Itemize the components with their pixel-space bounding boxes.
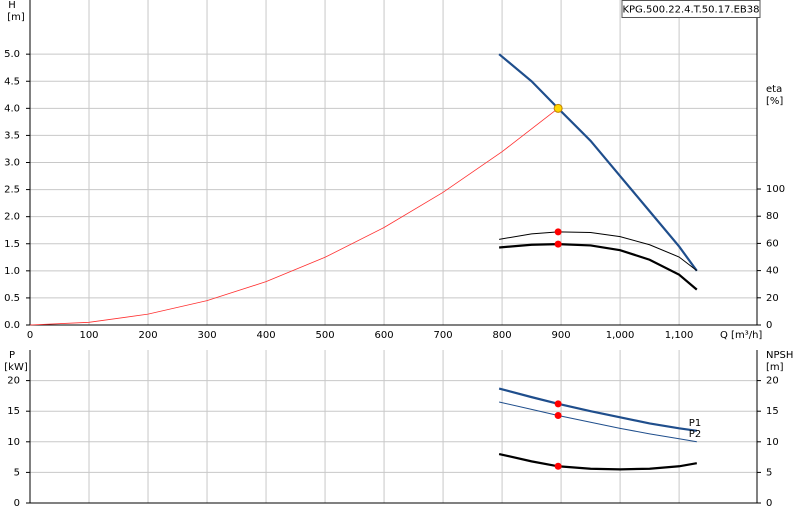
y2-tick-label: 15 [766, 406, 779, 417]
y2-unit: [m] [766, 362, 784, 373]
x-tick-label: 400 [256, 330, 275, 341]
series-label: P1 [689, 418, 701, 429]
y-tick-label: 20 [7, 376, 20, 387]
y-tick-label: 1.5 [4, 239, 20, 250]
curve [498, 452, 697, 471]
y-tick-label: 4.0 [4, 103, 20, 114]
x-tick-label: 1,100 [665, 330, 694, 341]
y-tick-label: 2.0 [4, 212, 20, 223]
y-unit: [m] [7, 12, 25, 23]
curve [498, 387, 697, 432]
x-tick-label: 200 [138, 330, 157, 341]
y2-tick-label: 20 [766, 293, 779, 304]
y2-unit: [%] [766, 96, 783, 107]
x-label: Q [m³/h] [720, 330, 762, 341]
curve [499, 231, 698, 272]
y2-tick-label: 5 [766, 467, 772, 478]
chart-title: KPG.500.22.4.T.50.17.EB38 [622, 5, 759, 16]
curve [499, 401, 697, 443]
y-tick-label: 0.5 [4, 293, 20, 304]
y2-tick-label: 100 [766, 184, 785, 195]
duty-marker [554, 240, 562, 248]
series-label: P2 [689, 429, 701, 440]
x-tick-label: 100 [79, 330, 98, 341]
y2-tick-label: 80 [766, 211, 779, 222]
curve [498, 53, 698, 272]
duty-marker [554, 400, 562, 408]
x-tick-label: 500 [316, 330, 335, 341]
duty-marker [554, 228, 562, 236]
y2-tick-label: 10 [766, 437, 779, 448]
y-tick-label: 5 [14, 467, 20, 478]
y-tick-label: 3.0 [4, 158, 20, 169]
y2-tick-label: 0 [766, 320, 772, 331]
y-tick-label: 10 [7, 437, 20, 448]
y-tick-label: 0.0 [4, 320, 20, 331]
y2-tick-label: 40 [766, 266, 779, 277]
y-label: H [8, 0, 16, 11]
y2-label: NPSH [766, 350, 793, 361]
x-tick-label: 700 [434, 330, 453, 341]
y-tick-label: 2.5 [4, 185, 20, 196]
y-label: P [9, 350, 15, 361]
y-tick-label: 15 [7, 406, 20, 417]
operating-point [553, 103, 563, 113]
y-tick-label: 1.0 [4, 266, 20, 277]
x-tick-label: 600 [375, 330, 394, 341]
y2-tick-label: 20 [766, 376, 779, 387]
y2-tick-label: 0 [766, 498, 772, 509]
y-unit: [kW] [4, 362, 28, 373]
x-tick-label: 0 [27, 330, 33, 341]
curve [29, 108, 559, 326]
x-tick-label: 900 [552, 330, 571, 341]
duty-marker [554, 411, 562, 419]
duty-marker [554, 462, 562, 470]
y2-label: eta [766, 84, 782, 95]
x-tick-label: 300 [197, 330, 216, 341]
x-tick-label: 800 [493, 330, 512, 341]
y-tick-label: 4.5 [4, 76, 20, 87]
curve [499, 242, 698, 291]
y-tick-label: 5.0 [4, 49, 20, 60]
y-tick-label: 3.5 [4, 130, 20, 141]
title-box [621, 0, 761, 18]
x-tick-label: 1,000 [606, 330, 635, 341]
y2-tick-label: 60 [766, 238, 779, 249]
y-tick-label: 0 [14, 498, 20, 509]
